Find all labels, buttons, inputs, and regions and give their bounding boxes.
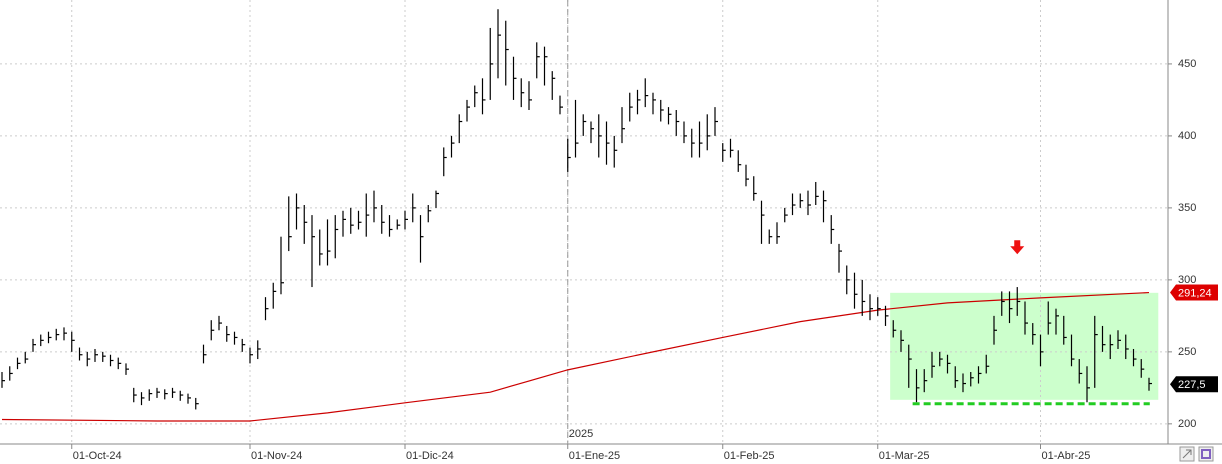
x-tick-label: 01-Nov-24 [251, 450, 302, 462]
down-arrow [1010, 240, 1025, 255]
x-tick-label: 01-Dic-24 [406, 450, 454, 462]
x-tick-label: 01-Oct-24 [73, 450, 122, 462]
zoom-icon [1182, 449, 1192, 459]
y-tick-label: 400 [1178, 130, 1196, 142]
x-tick-label: 01-Abr-25 [1042, 450, 1091, 462]
x-tick-label: 01-Mar-25 [879, 450, 930, 462]
price-label-box [1170, 284, 1218, 301]
year-label: 2025 [569, 428, 593, 440]
save-icon [1201, 449, 1211, 459]
y-tick-label: 300 [1178, 274, 1196, 286]
x-tick-label: 01-Ene-25 [569, 450, 620, 462]
highlight-zone [890, 292, 1159, 400]
y-tick-label: 350 [1178, 202, 1196, 214]
y-tick-label: 200 [1178, 418, 1196, 430]
y-tick-label: 250 [1178, 346, 1196, 358]
y-tick-label: 450 [1178, 58, 1196, 70]
price-label-box [1170, 376, 1218, 393]
price-label: 227,5 [1178, 379, 1206, 391]
price-label: 291,24 [1178, 287, 1212, 299]
x-tick-label: 01-Feb-25 [724, 450, 775, 462]
moving-average-line [1, 291, 1150, 422]
